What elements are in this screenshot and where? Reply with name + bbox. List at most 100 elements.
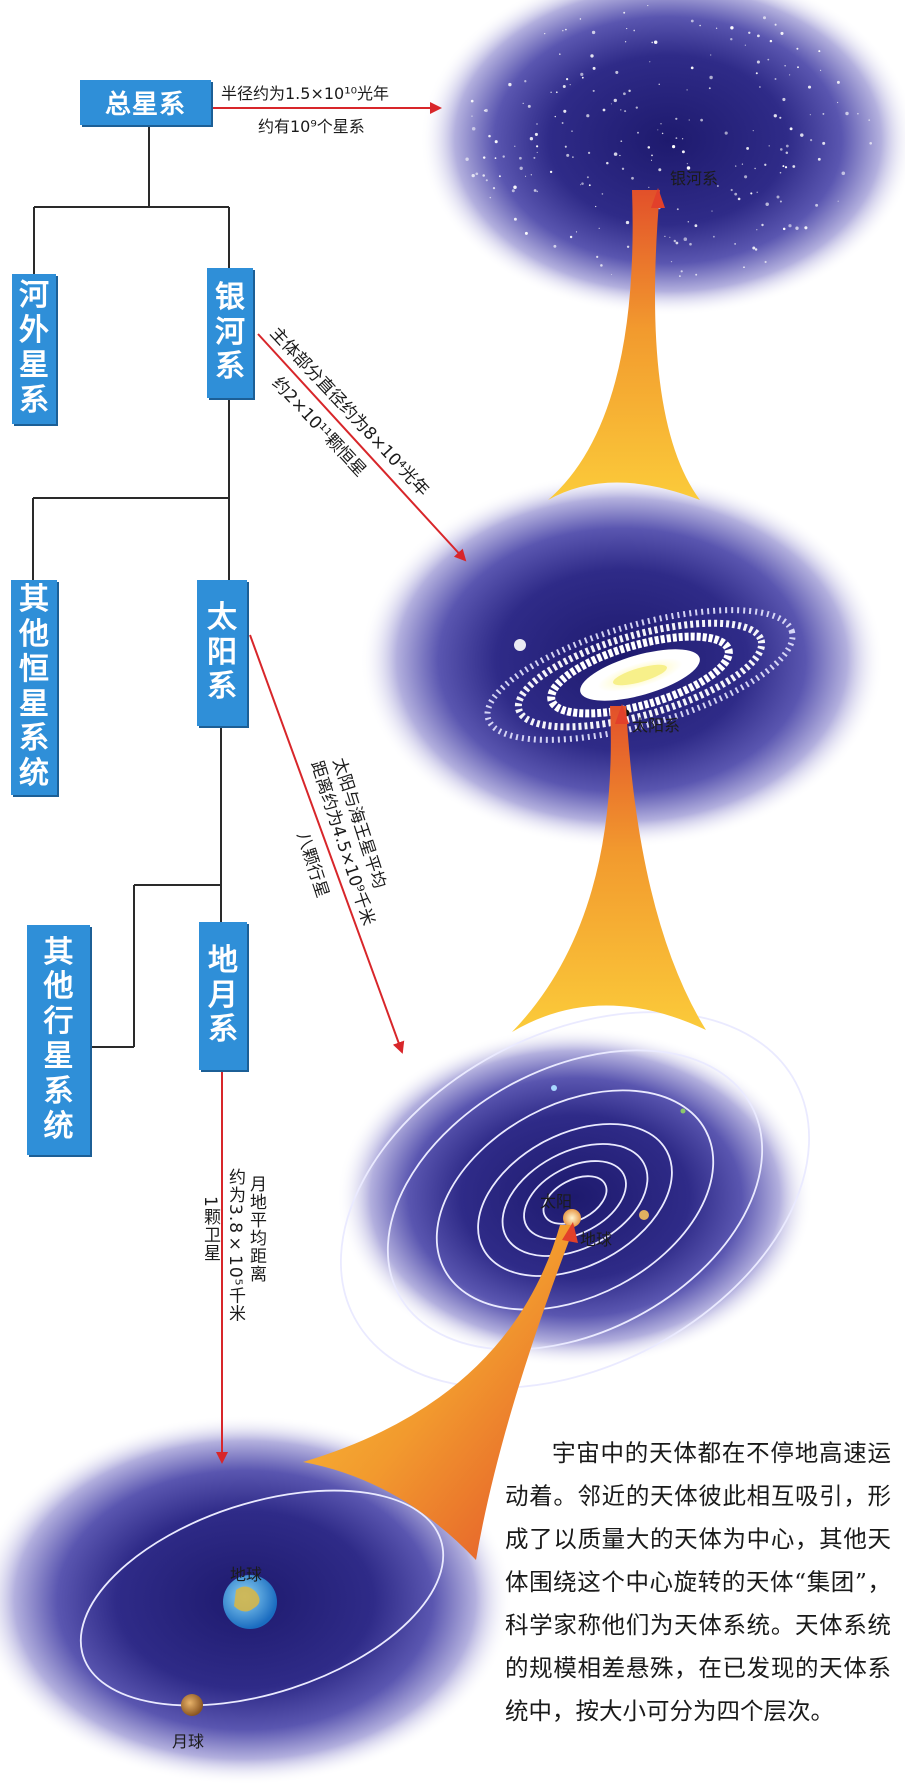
- star: [621, 167, 625, 170]
- star: [549, 170, 553, 174]
- star: [754, 248, 758, 251]
- star: [868, 119, 871, 121]
- star: [660, 123, 662, 125]
- star: [837, 200, 839, 202]
- star: [672, 145, 676, 149]
- star: [511, 189, 515, 193]
- star: [764, 163, 767, 166]
- star: [773, 114, 777, 118]
- star: [544, 32, 546, 35]
- star: [709, 75, 713, 80]
- star: [817, 157, 821, 161]
- flame-arrow-3: [303, 1225, 575, 1560]
- star: [471, 127, 476, 131]
- star: [633, 29, 636, 32]
- flame-tip-3: [562, 1222, 578, 1243]
- star: [664, 235, 666, 238]
- star: [774, 23, 777, 26]
- star: [535, 145, 539, 148]
- star: [571, 130, 573, 132]
- annotation-moon-distance: 月地平均距离: [246, 1175, 266, 1283]
- star: [769, 39, 773, 43]
- star: [743, 266, 745, 269]
- star: [780, 148, 783, 151]
- star: [554, 115, 556, 118]
- star: [492, 187, 496, 190]
- star: [494, 140, 498, 144]
- star: [465, 157, 469, 161]
- star: [675, 137, 678, 140]
- flame-tip-1: [651, 188, 665, 208]
- star: [779, 116, 782, 119]
- star: [482, 174, 485, 177]
- label-earth-in-solar: 地球: [580, 1230, 613, 1249]
- star: [534, 132, 538, 136]
- annotation-universe-galaxies: 约有10⁹个星系: [258, 117, 365, 136]
- star: [514, 145, 516, 147]
- label-earth: 地球: [230, 1565, 263, 1584]
- star: [774, 78, 777, 80]
- star: [780, 31, 784, 35]
- star: [581, 76, 584, 79]
- star: [782, 97, 786, 102]
- star: [613, 152, 618, 156]
- star: [792, 165, 796, 168]
- star: [562, 29, 564, 32]
- star: [690, 66, 694, 70]
- star: [746, 146, 750, 150]
- flame-arrow-2: [512, 706, 706, 1032]
- star: [559, 53, 561, 55]
- star: [699, 24, 701, 27]
- star: [580, 72, 584, 76]
- star: [763, 16, 766, 20]
- star: [579, 18, 582, 20]
- star: [489, 196, 492, 199]
- star: [620, 140, 623, 143]
- star: [482, 156, 486, 159]
- star: [553, 244, 557, 248]
- node-earth-moon: 地月系: [199, 922, 247, 1070]
- star: [651, 154, 653, 157]
- star: [601, 193, 604, 195]
- star: [610, 273, 613, 276]
- star: [587, 151, 591, 155]
- star: [730, 38, 733, 41]
- star: [695, 273, 698, 276]
- star: [566, 153, 570, 157]
- star: [748, 31, 751, 34]
- star: [588, 184, 591, 187]
- star: [815, 203, 819, 207]
- star: [789, 127, 793, 131]
- flame-arrow-1: [548, 190, 700, 500]
- annotation-arrows: [211, 102, 467, 1464]
- star: [502, 155, 505, 158]
- sun-ball: [563, 1209, 581, 1227]
- star: [845, 111, 849, 116]
- star: [591, 30, 596, 35]
- star: [550, 91, 552, 93]
- star: [788, 224, 792, 228]
- star: [484, 108, 488, 113]
- earth-land: [234, 1586, 260, 1612]
- star: [686, 89, 688, 91]
- star: [683, 237, 688, 241]
- star: [711, 210, 713, 212]
- star: [782, 227, 786, 231]
- star: [525, 175, 527, 177]
- star: [679, 275, 681, 277]
- star: [631, 176, 634, 180]
- star: [575, 231, 578, 233]
- star: [708, 87, 711, 90]
- annotation-moon-satellite: 1颗卫星: [200, 1196, 220, 1262]
- star: [615, 70, 619, 74]
- star: [688, 119, 690, 121]
- star: [836, 80, 840, 84]
- star: [647, 5, 649, 7]
- star: [782, 165, 785, 168]
- star: [752, 246, 756, 250]
- star: [566, 78, 569, 81]
- star: [522, 102, 524, 105]
- star: [529, 137, 534, 141]
- star: [581, 182, 584, 185]
